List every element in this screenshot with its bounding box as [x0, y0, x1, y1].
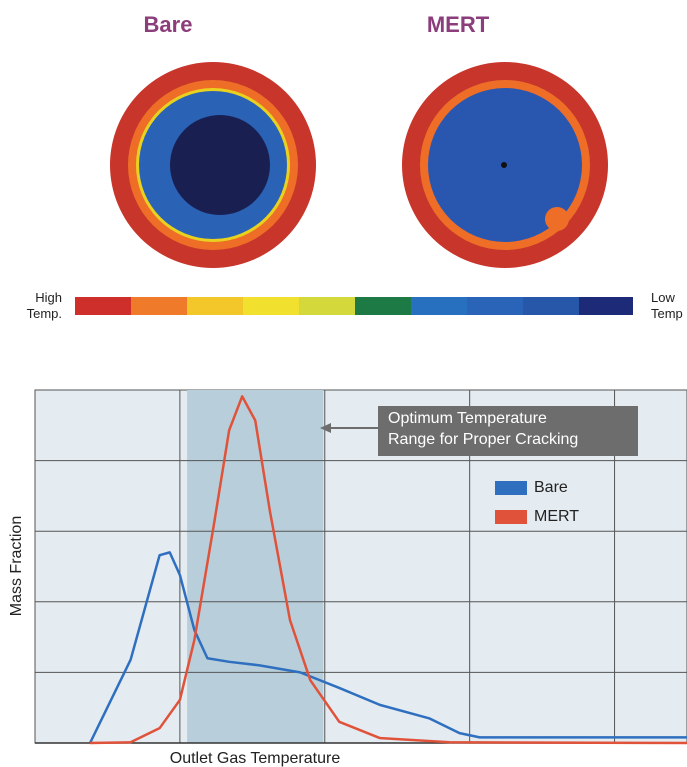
- y-axis-label: Mass Fraction: [8, 516, 25, 616]
- high-temp-label: High Temp.: [22, 290, 62, 322]
- mert-thermal-image: [402, 62, 608, 268]
- x-axis-label: Outlet Gas Temperature: [170, 750, 341, 767]
- annotation-text: Optimum Temperature: [388, 410, 547, 427]
- annotation-text: Range for Proper Cracking: [388, 431, 578, 448]
- page: {"images": {"labels": ["Bare", "MERT"]},…: [0, 0, 687, 767]
- legend-swatch: [495, 510, 527, 524]
- figure: Bare MERT Optimum Temperature Range for P…: [0, 0, 687, 767]
- image-label: Bare: [144, 12, 193, 37]
- chart: Optimum Temperature Range for Proper Crac…: [8, 390, 687, 767]
- low-temp-label: Low Temp: [651, 290, 687, 322]
- bare-thermal-image: [110, 62, 316, 268]
- color-bar: [75, 297, 633, 315]
- legend-label: MERT: [534, 508, 579, 525]
- legend-swatch: [495, 481, 527, 495]
- image-label: MERT: [427, 12, 490, 37]
- legend-label: Bare: [534, 479, 568, 496]
